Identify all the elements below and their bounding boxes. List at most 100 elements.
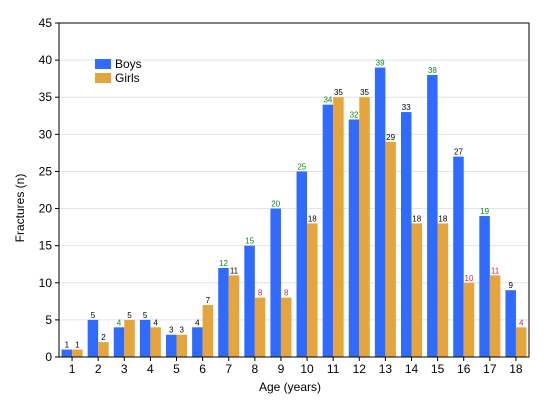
plot-frame — [58, 22, 530, 358]
bar-boys-12 — [348, 119, 360, 357]
y-tick-label: 35 — [39, 90, 53, 104]
bar-boys-16 — [453, 156, 464, 357]
data-label-girls-11: 35 — [334, 88, 343, 97]
bar-girls-18 — [515, 327, 527, 357]
bar-boys-15 — [427, 74, 438, 357]
data-label-boys-8: 15 — [245, 237, 254, 246]
data-label-boys-17: 19 — [480, 207, 489, 216]
legend-label-boys: Boys — [115, 57, 142, 71]
x-tick-label: 10 — [300, 362, 314, 376]
legend-label-girls: Girls — [115, 71, 140, 85]
x-tick-label: 16 — [457, 362, 471, 376]
data-label-boys-6: 4 — [195, 318, 200, 327]
x-tick-label: 9 — [278, 362, 285, 376]
bar-girls-15 — [437, 223, 449, 357]
data-label-boys-11: 34 — [323, 96, 332, 105]
x-tick-label: 4 — [147, 362, 154, 376]
data-label-girls-13: 29 — [386, 133, 395, 142]
bar-girls-16 — [463, 282, 475, 357]
y-axis-title: Fractures (n) — [13, 174, 27, 243]
y-tick-label: 30 — [39, 127, 53, 141]
data-label-girls-9: 8 — [284, 289, 289, 298]
x-tick-label: 18 — [509, 362, 523, 376]
data-label-girls-4: 4 — [153, 318, 158, 327]
bar-girls-5 — [176, 334, 187, 357]
bar-girls-7 — [228, 275, 240, 357]
data-label-girls-14: 18 — [412, 214, 421, 223]
y-tick-label: 15 — [39, 239, 53, 253]
bar-girls-8 — [254, 297, 266, 357]
x-tick-label: 5 — [173, 362, 180, 376]
bar-boys-18 — [505, 290, 516, 357]
bar-girls-13 — [385, 141, 396, 357]
bar-layer — [61, 67, 527, 358]
bar-girls-14 — [411, 223, 422, 357]
bar-boys-3 — [113, 327, 125, 357]
bar-boys-8 — [244, 245, 255, 357]
data-label-girls-1: 1 — [75, 341, 80, 350]
x-tick-label: 8 — [251, 362, 258, 376]
data-label-boys-4: 5 — [143, 311, 148, 320]
bar-girls-1 — [72, 349, 83, 357]
data-label-boys-12: 32 — [350, 110, 359, 119]
data-label-boys-1: 1 — [65, 341, 70, 350]
data-label-girls-6: 7 — [206, 296, 211, 305]
x-tick-label: 14 — [405, 362, 419, 376]
data-label-boys-9: 20 — [271, 200, 280, 209]
bar-boys-13 — [374, 67, 386, 358]
bar-boys-11 — [322, 104, 334, 358]
data-label-girls-18: 4 — [519, 318, 524, 327]
y-tick-label: 0 — [45, 350, 52, 364]
data-label-girls-17: 11 — [491, 266, 500, 275]
data-label-girls-2: 2 — [101, 333, 106, 342]
bar-girls-10 — [307, 223, 318, 357]
data-label-boys-10: 25 — [297, 162, 306, 171]
bar-girls-3 — [124, 319, 135, 357]
data-label-boys-7: 12 — [219, 259, 228, 268]
bar-girls-17 — [489, 275, 501, 357]
data-label-boys-16: 27 — [454, 148, 463, 157]
bar-boys-6 — [192, 327, 203, 357]
y-tick-label: 45 — [39, 16, 53, 30]
x-tick-label: 15 — [431, 362, 445, 376]
data-label-boys-18: 9 — [508, 281, 513, 290]
bar-boys-9 — [270, 208, 281, 357]
data-label-boys-14: 33 — [402, 103, 411, 112]
x-tick-label: 2 — [95, 362, 102, 376]
bar-boys-7 — [218, 267, 229, 357]
bar-girls-12 — [359, 97, 370, 357]
bar-boys-14 — [401, 112, 412, 357]
data-label-boys-2: 5 — [91, 311, 96, 320]
bar-girls-6 — [202, 305, 214, 357]
y-tick-label: 10 — [39, 276, 53, 290]
bar-boys-1 — [61, 349, 73, 357]
y-tick-label: 25 — [39, 164, 53, 178]
bar-boys-2 — [87, 319, 99, 357]
bar-girls-11 — [333, 97, 344, 357]
x-tick-label: 1 — [69, 362, 76, 376]
data-label-girls-8: 8 — [258, 289, 263, 298]
grid-layer — [59, 59, 529, 321]
data-label-girls-16: 10 — [465, 274, 474, 283]
x-tick-label: 3 — [121, 362, 128, 376]
data-label-girls-5: 3 — [180, 326, 185, 335]
data-label-girls-3: 5 — [127, 311, 132, 320]
x-tick-label: 17 — [483, 362, 497, 376]
x-tick-label: 13 — [379, 362, 393, 376]
data-label-boys-5: 3 — [169, 326, 174, 335]
x-tick-label: 11 — [327, 362, 340, 376]
data-label-boys-15: 38 — [428, 66, 437, 75]
x-tick-label: 7 — [225, 362, 232, 376]
data-label-boys-3: 4 — [117, 318, 122, 327]
bar-boys-4 — [139, 319, 151, 357]
x-axis-title: Age (years) — [259, 380, 321, 394]
data-label-girls-7: 11 — [230, 266, 239, 275]
bar-girls-2 — [98, 342, 109, 357]
y-tick-label: 20 — [39, 202, 53, 216]
bar-girls-4 — [150, 327, 161, 357]
